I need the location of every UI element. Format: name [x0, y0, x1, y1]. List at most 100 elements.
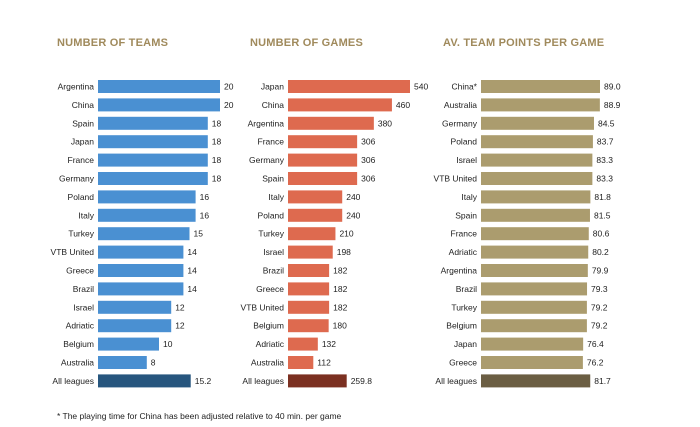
- category-label-teams: France: [68, 155, 95, 165]
- category-label-games: VTB United: [241, 302, 285, 312]
- bar-teams: [98, 227, 190, 241]
- category-label-points: Belgium: [446, 321, 477, 331]
- bar-teams: [98, 98, 220, 112]
- value-label-games: 259.8: [351, 376, 373, 386]
- category-label-points: Spain: [455, 210, 477, 220]
- category-label-teams: Australia: [61, 358, 94, 368]
- value-label-points: 79.3: [591, 284, 608, 294]
- value-label-points: 79.2: [591, 302, 608, 312]
- value-label-points: 79.2: [591, 321, 608, 331]
- bar-points: [481, 300, 587, 314]
- value-label-points: 81.8: [594, 192, 611, 202]
- value-label-games: 182: [333, 266, 347, 276]
- value-label-games: 460: [396, 100, 410, 110]
- value-label-teams: 15: [194, 229, 204, 239]
- bar-points: [481, 98, 600, 112]
- bar-teams: [98, 172, 208, 185]
- bar-teams: [98, 190, 196, 204]
- bar-points: [481, 172, 593, 185]
- category-label-points: Turkey: [451, 302, 477, 312]
- category-label-points: France: [451, 229, 478, 239]
- bar-teams: [98, 208, 196, 222]
- category-label-points: China*: [451, 82, 477, 92]
- bar-teams: [98, 356, 147, 369]
- total-bar-games: [288, 374, 347, 388]
- category-label-points: VTB United: [434, 174, 478, 184]
- footnote: * The playing time for China has been ad…: [57, 411, 342, 421]
- value-label-teams: 20: [224, 100, 234, 110]
- bar-teams: [98, 116, 208, 130]
- category-label-games: Brazil: [263, 266, 284, 276]
- value-label-games: 132: [322, 339, 336, 349]
- bar-games: [288, 172, 358, 185]
- bar-points: [481, 135, 593, 149]
- bar-games: [288, 356, 314, 369]
- category-label-teams: Brazil: [73, 284, 94, 294]
- category-label-games: Spain: [262, 174, 284, 184]
- value-label-points: 81.7: [594, 376, 611, 386]
- category-label-teams: Germany: [59, 174, 95, 184]
- chart-title-points: AV. TEAM POINTS PER GAME: [443, 37, 605, 49]
- category-label-games: Poland: [258, 210, 285, 220]
- bar-games: [288, 98, 392, 112]
- category-label-points: Adriatic: [449, 247, 478, 257]
- value-label-games: 540: [414, 82, 428, 92]
- value-label-teams: 18: [212, 118, 222, 128]
- category-label-teams: Spain: [72, 118, 94, 128]
- value-label-games: 240: [346, 210, 360, 220]
- value-label-points: 76.2: [587, 358, 604, 368]
- value-label-points: 84.5: [598, 118, 615, 128]
- category-label-teams: Belgium: [63, 339, 94, 349]
- bar-teams: [98, 282, 184, 296]
- chart-title-games: NUMBER OF GAMES: [250, 37, 363, 49]
- category-label-teams: VTB United: [51, 247, 95, 257]
- value-label-teams: 16: [200, 210, 210, 220]
- bar-games: [288, 153, 358, 167]
- value-label-games: 112: [317, 358, 331, 368]
- category-label-points: Israel: [456, 155, 477, 165]
- bar-teams: [98, 245, 184, 259]
- category-label-games: Turkey: [258, 229, 284, 239]
- category-label-games: Italy: [268, 192, 284, 202]
- category-label-teams: Argentina: [58, 82, 95, 92]
- bar-teams: [98, 80, 220, 93]
- bar-points: [481, 319, 587, 333]
- bar-teams: [98, 264, 184, 277]
- category-label-points: All leagues: [435, 376, 477, 386]
- bar-games: [288, 264, 330, 277]
- value-label-teams: 14: [187, 266, 197, 276]
- value-label-teams: 18: [212, 155, 222, 165]
- category-label-games: Australia: [251, 358, 284, 368]
- value-label-teams: 18: [212, 174, 222, 184]
- category-label-games: Adriatic: [256, 339, 285, 349]
- bar-games: [288, 80, 410, 93]
- value-label-games: 198: [337, 247, 351, 257]
- category-label-games: All leagues: [242, 376, 284, 386]
- value-label-points: 80.6: [593, 229, 610, 239]
- value-label-points: 83.3: [596, 174, 613, 184]
- bar-points: [481, 282, 588, 296]
- category-label-games: Greece: [256, 284, 284, 294]
- category-label-games: Israel: [263, 247, 284, 257]
- category-label-teams: All leagues: [52, 376, 94, 386]
- value-label-games: 306: [361, 174, 375, 184]
- category-label-games: China: [262, 100, 284, 110]
- value-label-points: 76.4: [587, 339, 604, 349]
- value-label-teams: 18: [212, 137, 222, 147]
- value-label-points: 88.9: [604, 100, 621, 110]
- value-label-points: 83.3: [596, 155, 613, 165]
- bar-teams: [98, 153, 208, 167]
- value-label-games: 306: [361, 137, 375, 147]
- value-label-points: 89.0: [604, 82, 621, 92]
- bar-points: [481, 208, 590, 222]
- bar-games: [288, 190, 343, 204]
- category-label-points: Australia: [444, 100, 477, 110]
- category-label-teams: Japan: [71, 137, 94, 147]
- bar-games: [288, 319, 329, 333]
- value-label-teams: 12: [175, 321, 185, 331]
- category-label-teams: Poland: [68, 192, 95, 202]
- category-label-games: Japan: [261, 82, 284, 92]
- value-label-points: 80.2: [592, 247, 609, 257]
- bar-teams: [98, 135, 208, 149]
